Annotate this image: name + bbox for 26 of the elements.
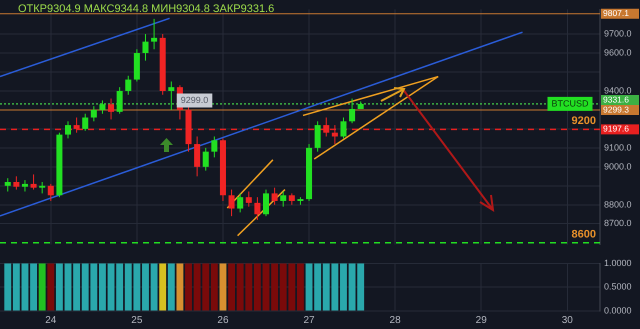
chart-title: ОТКР9304.9 МАКС9344.8 МИН9304.8 ЗАКР9331.6: [18, 3, 274, 15]
y-tick-label: 9600.0: [604, 48, 632, 58]
x-tick-label: 28: [390, 314, 402, 326]
x-tick-label: 26: [217, 314, 229, 326]
y-tick-label: 0.0000: [604, 305, 632, 316]
ref-line-label: 9331.6: [603, 94, 630, 104]
x-tick-label: 24: [45, 314, 57, 326]
y-tick-label: 0.5000: [604, 282, 632, 292]
annotation: BTCUSD: [552, 98, 589, 108]
ref-line-label: 9299.3: [603, 104, 630, 114]
y-tick-label: 8700.0: [604, 218, 632, 228]
x-tick-label: 27: [303, 314, 316, 326]
x-tick-label: 29: [476, 314, 488, 326]
x-tick-label: 30: [562, 314, 574, 326]
x-tick-label: 25: [131, 314, 143, 326]
annotation: 9200: [572, 114, 596, 127]
y-tick-label: 9400.0: [604, 85, 632, 96]
y-tick-label: 8800.0: [604, 199, 632, 210]
annotation: 9299.0: [180, 94, 208, 105]
annotation: 8600: [572, 228, 596, 241]
y-tick-label: 9100.0: [604, 142, 632, 152]
ref-line-label: 9807.1: [603, 8, 630, 18]
y-tick-label: 1.0000: [604, 258, 632, 268]
y-tick-label: 9700.0: [604, 28, 632, 39]
ref-line-label: 9197.6: [603, 124, 630, 134]
y-tick-label: 9000.0: [604, 161, 632, 172]
